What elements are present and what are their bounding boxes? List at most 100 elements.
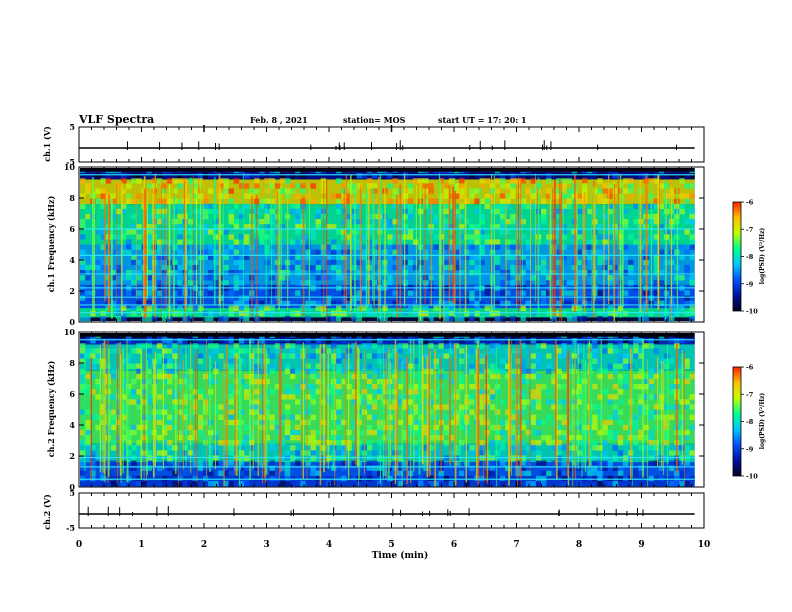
ch1-spectrogram-cell xyxy=(464,234,470,240)
ch2-spectrogram-cell xyxy=(499,368,506,375)
ch2-spectrogram-cell xyxy=(167,338,173,344)
ch1-spectrogram-cell xyxy=(187,173,193,179)
ch2-spectrogram-cell xyxy=(602,450,608,456)
ch2-spectrogram-cell xyxy=(341,460,347,466)
ch2-spectrogram-cell xyxy=(607,419,613,426)
ch1-spectrogram-cell xyxy=(443,208,450,215)
ch1-spectrogram-cell xyxy=(187,219,193,225)
ch2-spectrogram-cell xyxy=(341,440,347,446)
ch2-spectrogram-cell xyxy=(505,353,511,359)
ch1-spectrogram-cell xyxy=(448,300,455,306)
ch2-spectrogram-cell xyxy=(289,394,296,400)
ch2-spectrogram-cell xyxy=(423,424,429,431)
ch2-spectrogram-cell xyxy=(402,399,409,405)
ch2-spectrogram-cell xyxy=(377,368,383,375)
ch2-spectrogram-cell xyxy=(136,368,142,375)
ch2-spectrogram-cell xyxy=(515,368,521,375)
ch1-spectrogram-cell xyxy=(192,183,199,189)
ch1-spectrogram-cell xyxy=(469,310,475,317)
ch1-spectrogram-cell xyxy=(576,310,583,317)
ch1-spectrogram-cell xyxy=(674,173,680,179)
ch1-spectrogram-cell xyxy=(540,259,547,266)
ch2-spectrogram-cell xyxy=(448,419,455,426)
ch1-spectrogram-cell xyxy=(223,254,229,261)
ch2-spectrogram-cell xyxy=(315,475,322,482)
ch1-spectrogram-ytick-label: 10 xyxy=(64,162,76,172)
ch1-spectrogram-cell xyxy=(510,213,516,220)
ch2-spectrogram-cell xyxy=(510,440,516,446)
ch1-spectrogram-cell xyxy=(131,173,137,179)
x-axis-label: Time (min) xyxy=(372,550,429,561)
ch2-spectrogram-cell xyxy=(428,368,434,375)
ch1-spectrogram-cell xyxy=(576,234,583,240)
ch2-spectrogram-cell xyxy=(167,389,173,395)
ch2-spectrogram-cell xyxy=(177,384,183,390)
ch1-spectrogram-cell xyxy=(546,188,552,194)
ch2-spectrogram-cell xyxy=(566,368,572,375)
ch1-spectrogram-cell xyxy=(295,264,301,271)
ch1-spectrogram-cell xyxy=(100,224,106,230)
ch1-spectrogram-cell xyxy=(233,249,240,255)
ch1-spectrogram-cell xyxy=(131,224,137,230)
ch2-spectrogram-cell xyxy=(479,368,485,375)
ch2-spectrogram-cell xyxy=(289,348,296,354)
ch1-spectrogram-cell xyxy=(279,188,286,194)
ch2-spectrogram-cell xyxy=(499,419,506,426)
ch1-spectrogram-cell xyxy=(479,234,485,240)
ch2-spectrogram-cell xyxy=(551,445,557,451)
ch1-spectrogram-cell xyxy=(238,315,245,322)
ch2-spectrogram-cell xyxy=(172,424,178,431)
ch2-spectrogram-cell xyxy=(520,419,526,426)
ch2-spectrogram-cell xyxy=(192,475,199,482)
ch1-spectrogram-cell xyxy=(469,300,475,306)
ch2-spectrogram-cell xyxy=(535,358,542,364)
ch1-spectrogram-cell xyxy=(213,234,219,240)
ch1-spectrogram-cell xyxy=(443,310,450,317)
ch1-spectrogram-cell xyxy=(669,173,675,179)
ch2-spectrogram-cell xyxy=(638,399,644,405)
ch1-spectrogram-cell xyxy=(510,315,516,322)
ch1-spectrogram-cell xyxy=(351,315,357,322)
ch1-spectrogram-cell xyxy=(310,280,316,286)
ch1-spectrogram-cell xyxy=(254,178,260,184)
ch2-spectrogram-cell xyxy=(274,343,281,349)
ch2-spectrogram-cell xyxy=(397,470,403,477)
ch1-spectrogram-cell xyxy=(459,259,465,266)
ch2-spectrogram-cell xyxy=(243,465,250,471)
ch2-spectrogram-cell xyxy=(177,429,183,436)
ch1-spectrogram-cell xyxy=(156,213,163,220)
ch1-spectrogram-cell xyxy=(100,203,106,210)
ch2-spectrogram-cell xyxy=(617,470,624,477)
ch1-spectrogram-cell xyxy=(202,264,209,271)
ch2-spectrogram-cell xyxy=(249,358,255,364)
ch1-spectrogram-cell xyxy=(223,229,229,235)
ch2-spectrogram-cell xyxy=(80,409,86,415)
ch1-spectrogram-cell xyxy=(499,280,506,286)
ch1-spectrogram-cell xyxy=(156,203,163,210)
ch1-spectrogram-cell xyxy=(520,254,526,261)
ch2-spectrogram-cell xyxy=(274,475,281,482)
ch1-spectrogram-cell xyxy=(243,203,250,210)
ch1-spectrogram-cell xyxy=(136,193,142,199)
ch2-spectrogram-cell xyxy=(218,414,224,420)
ch1-spectrogram-cell xyxy=(202,310,209,317)
ch2-spectrogram-cell xyxy=(546,353,552,359)
ch2-spectrogram-cell xyxy=(566,445,572,451)
ch2-spectrogram-cell xyxy=(515,358,521,364)
ch1-spectrogram-cell xyxy=(392,254,398,261)
ch2-spectrogram-cell xyxy=(469,409,475,415)
ch1-spectrogram-cell xyxy=(576,315,583,322)
ch1-spectrogram-cell xyxy=(371,310,378,317)
ch1-spectrogram-cell xyxy=(576,229,583,235)
ch1-spectrogram-cell xyxy=(356,310,363,317)
ch1-spectrogram-cell xyxy=(576,305,583,312)
ch2-spectrogram-cell xyxy=(489,424,496,431)
ch2-spectrogram-cell xyxy=(556,429,562,436)
ch1-spectrogram-cell xyxy=(146,213,153,220)
ch2-spectrogram-cell xyxy=(423,399,429,405)
ch1-spectrogram-cell xyxy=(295,208,301,215)
ch1-spectrogram-cell xyxy=(238,213,245,220)
ch2-spectrogram-cell xyxy=(310,384,316,390)
ch1-spectrogram-cell xyxy=(141,315,147,322)
ch2-spectrogram-cell xyxy=(448,338,455,344)
